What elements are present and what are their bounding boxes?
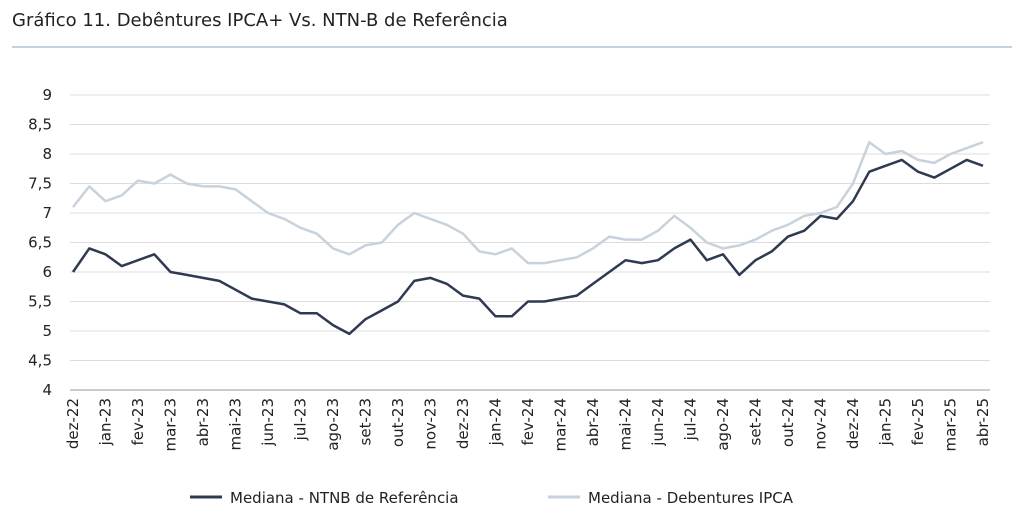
- data-line: [72, 140, 984, 265]
- x-tick-label: mai-23: [227, 398, 245, 450]
- x-tick-label: jul-23: [292, 398, 310, 441]
- x-tick-label: jan-23: [97, 398, 115, 446]
- x-tick-label: mar-25: [942, 398, 960, 452]
- legend-label: Mediana - NTNB de Referência: [230, 489, 459, 507]
- x-tick-label: mar-23: [162, 398, 180, 452]
- y-tick-label: 6: [42, 263, 52, 281]
- y-tick-label: 6,5: [28, 234, 52, 252]
- y-tick-label: 5: [42, 322, 52, 340]
- y-tick-label: 8: [42, 145, 52, 163]
- x-tick-label: set-24: [747, 398, 765, 445]
- x-tick-label: nov-24: [812, 398, 830, 450]
- y-tick-label: 8,5: [28, 116, 52, 134]
- x-tick-label: fev-24: [519, 398, 537, 445]
- x-tick-label: jun-23: [259, 398, 277, 447]
- x-tick-label: jan-24: [487, 398, 505, 446]
- x-tick-label: dez-24: [844, 398, 862, 449]
- x-tick-label: jun-24: [649, 398, 667, 447]
- y-tick-label: 5,5: [28, 293, 52, 311]
- data-line: [71, 158, 984, 336]
- x-tick-label: abr-25: [974, 398, 992, 446]
- y-tick-label: 7: [42, 204, 52, 222]
- x-tick-label: ago-24: [714, 398, 732, 451]
- x-tick-label: ago-23: [324, 398, 342, 451]
- x-tick-label: nov-23: [422, 398, 440, 450]
- x-tick-label: fev-23: [129, 398, 147, 445]
- x-tick-label: abr-23: [194, 398, 212, 446]
- x-tick-label: out-24: [779, 398, 797, 447]
- y-tick-label: 4: [42, 381, 52, 399]
- x-tick-label: set-23: [357, 398, 375, 445]
- x-tick-label: fev-25: [909, 398, 927, 445]
- y-tick-label: 7,5: [28, 175, 52, 193]
- x-tick-label: jul-24: [682, 398, 700, 441]
- x-tick-label: abr-24: [584, 398, 602, 446]
- x-tick-label: out-23: [389, 398, 407, 447]
- x-tick-label: mar-24: [552, 398, 570, 452]
- legend-label: Mediana - Debentures IPCA: [588, 489, 794, 507]
- y-tick-label: 4,5: [28, 352, 52, 370]
- x-tick-label: dez-23: [454, 398, 472, 449]
- chart-title: Gráfico 11. Debêntures IPCA+ Vs. NTN-B d…: [12, 10, 508, 31]
- x-tick-label: jan-25: [877, 398, 895, 446]
- x-tick-label: mai-24: [617, 398, 635, 450]
- x-tick-label: dez-22: [64, 398, 82, 449]
- y-tick-label: 9: [42, 86, 52, 104]
